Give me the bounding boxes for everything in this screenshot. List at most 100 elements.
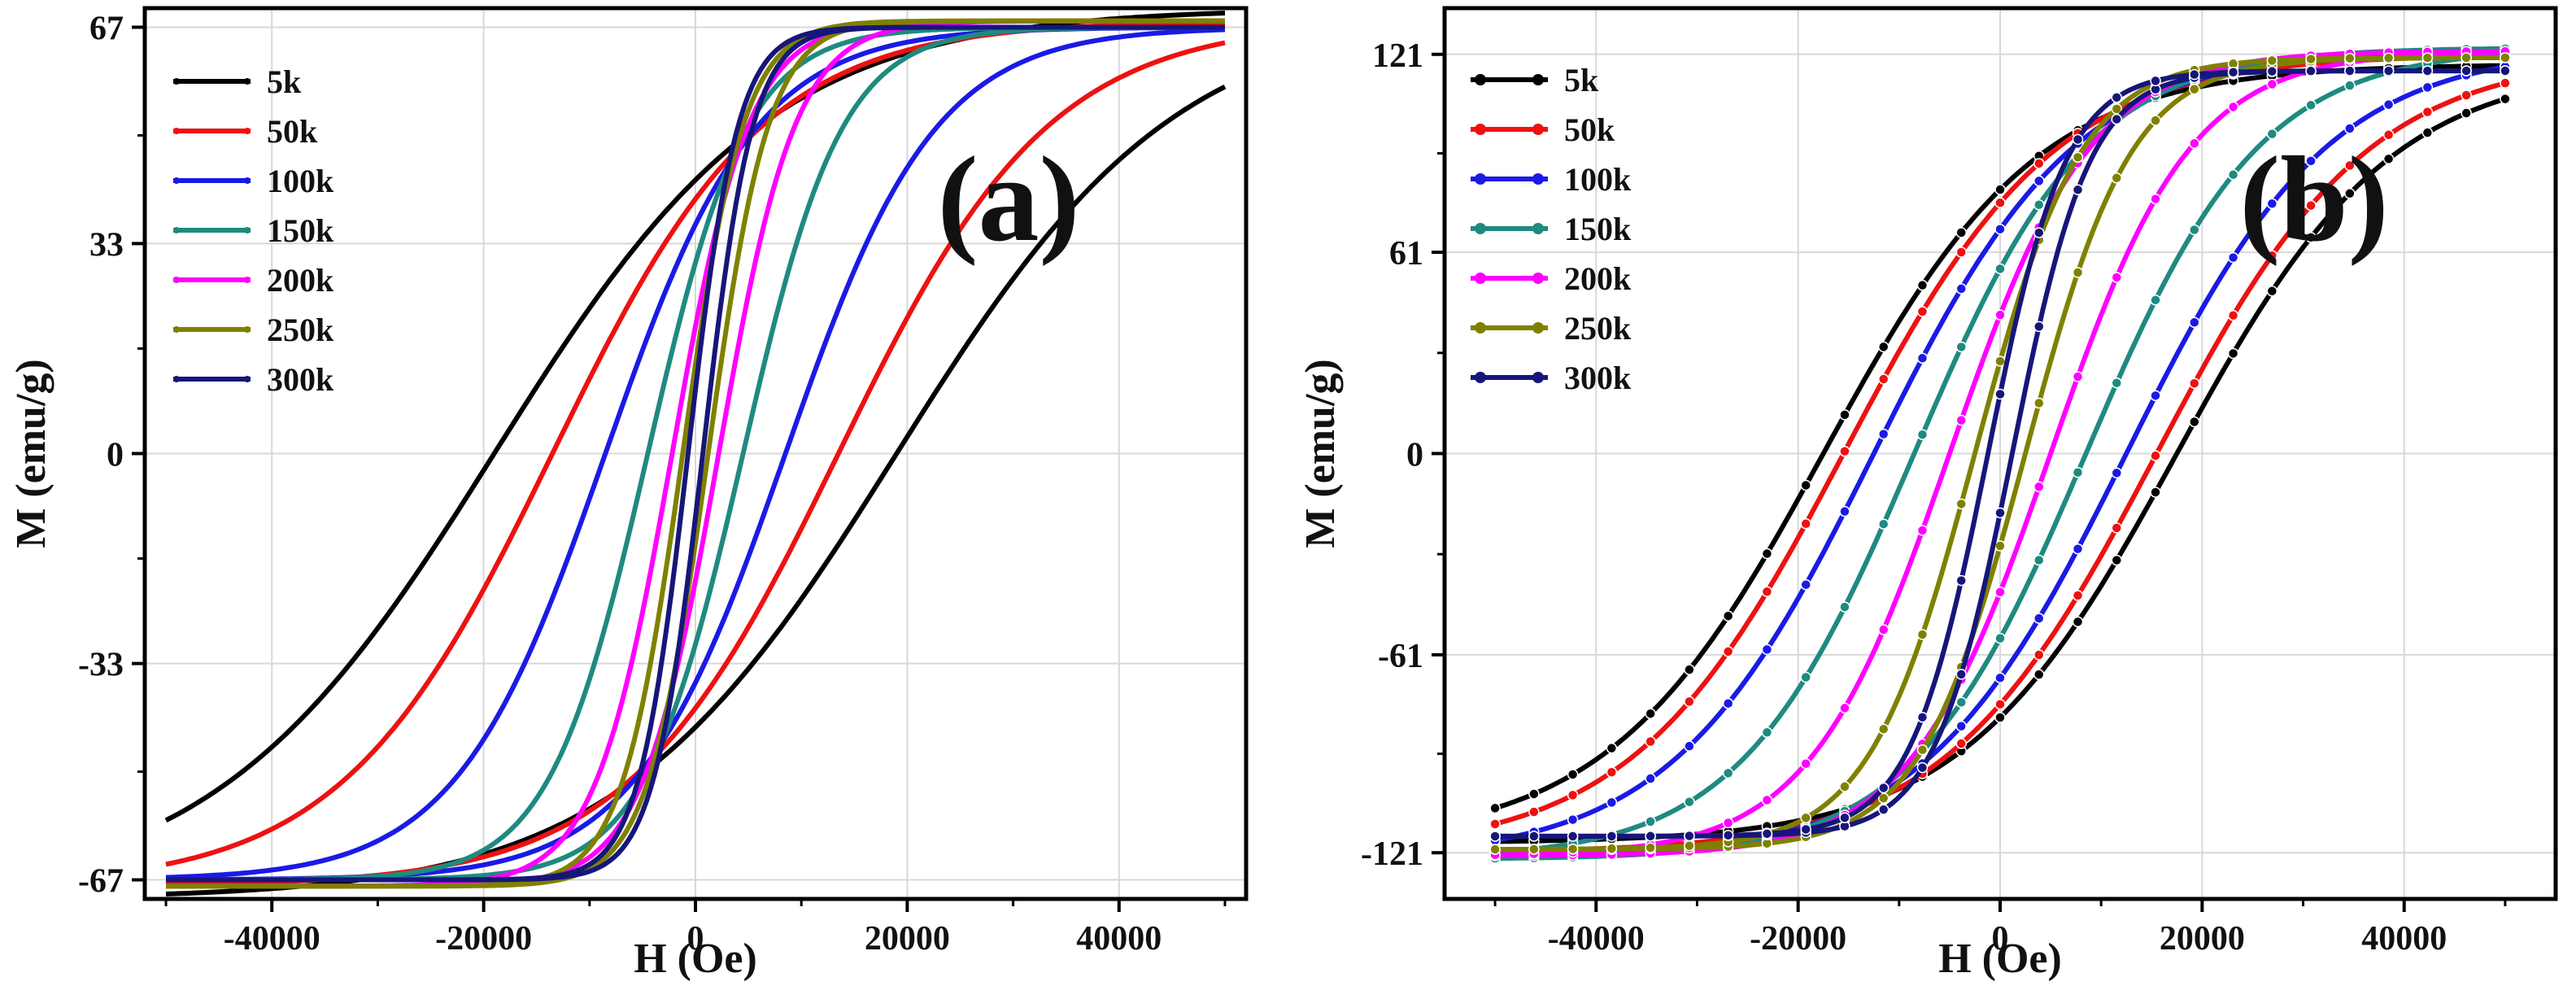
legend-item-250k: 250k <box>1471 310 1632 347</box>
data-point <box>1489 802 1501 814</box>
data-point <box>1877 373 1890 385</box>
legend-label: 150k <box>1564 211 1632 247</box>
data-point <box>2189 68 2200 81</box>
series-300k <box>166 24 1225 883</box>
data-point <box>2266 250 2278 261</box>
data-point <box>1645 735 1656 748</box>
data-point <box>2266 286 2278 297</box>
data-point <box>1528 806 1540 818</box>
data-point <box>1916 306 1929 317</box>
data-point <box>2111 554 2123 566</box>
x-tick-label: -40000 <box>1548 920 1645 958</box>
data-point <box>1761 547 1773 560</box>
legend-marker <box>173 277 180 283</box>
data-point <box>1489 844 1501 855</box>
data-point <box>1955 283 1967 294</box>
legend-marker <box>1475 273 1486 284</box>
data-point <box>2033 175 2045 187</box>
data-point <box>1645 831 1656 842</box>
data-point <box>1994 672 2006 684</box>
data-point <box>1839 446 1850 457</box>
data-point <box>2150 390 2161 402</box>
data-point <box>2072 590 2084 601</box>
data-point <box>1916 279 1929 291</box>
legend-label: 300k <box>267 361 334 398</box>
data-point <box>2033 613 2045 624</box>
y-tick-label: 61 <box>1389 235 1423 273</box>
data-point <box>1994 263 2006 275</box>
legend-label: 200k <box>267 262 334 299</box>
legend-marker <box>1532 173 1544 185</box>
data-point <box>2150 193 2161 205</box>
data-point <box>1994 184 2006 195</box>
data-point <box>1877 341 1890 353</box>
data-point <box>1567 843 1579 855</box>
data-point <box>2421 81 2434 94</box>
data-point <box>2305 53 2317 65</box>
data-point <box>2344 65 2356 76</box>
data-point <box>2305 155 2317 167</box>
legend-marker <box>1475 124 1486 135</box>
data-point <box>2382 65 2395 76</box>
legend-marker <box>173 177 180 184</box>
x-tick-label: -40000 <box>224 920 320 958</box>
data-point <box>2266 65 2278 77</box>
data-point <box>1839 812 1850 823</box>
data-point <box>2033 227 2045 238</box>
data-point <box>1839 601 1850 613</box>
data-point <box>1489 831 1501 842</box>
data-point <box>2305 199 2317 212</box>
data-point <box>1955 227 1967 238</box>
data-point <box>1955 669 1967 680</box>
legend-marker <box>173 78 180 85</box>
legend: 5k 50k 100k 150k 200k 250k 300k <box>1471 62 1632 396</box>
legend-marker <box>244 128 251 134</box>
legend-marker <box>1475 372 1486 383</box>
legend-marker <box>1475 74 1486 85</box>
y-tick-label: 67 <box>89 10 124 47</box>
legend-marker <box>1532 74 1544 85</box>
legend-marker <box>1532 273 1544 284</box>
data-point <box>1684 840 1695 852</box>
x-axis-title: H (Oe) <box>1938 936 2062 982</box>
legend-item-300k: 300k <box>173 361 334 398</box>
legend-marker <box>244 326 251 333</box>
legend-marker <box>1475 173 1486 185</box>
data-point <box>2072 543 2084 555</box>
data-point <box>1722 610 1734 622</box>
legend-item-50k: 50k <box>1471 111 1615 148</box>
y-tick-label: -67 <box>78 863 124 901</box>
legend-label: 150k <box>267 212 334 249</box>
y-axis-title: M (emu/g) <box>1297 359 1344 547</box>
data-point <box>2460 89 2472 101</box>
data-point <box>2421 127 2434 138</box>
series-line-250k-descending <box>166 18 1225 889</box>
data-point <box>2033 158 2045 169</box>
data-point <box>1955 696 1967 709</box>
data-point <box>1606 796 1618 809</box>
data-point <box>1800 671 1811 683</box>
data-point <box>2227 309 2239 321</box>
data-point <box>1800 518 1811 530</box>
data-point <box>1994 309 2006 321</box>
data-point <box>1722 817 1734 829</box>
x-tick-label: 40000 <box>1076 920 1162 958</box>
data-point <box>1567 769 1579 780</box>
legend-label: 5k <box>267 63 302 100</box>
data-point <box>1645 816 1656 827</box>
legend-marker <box>173 227 180 233</box>
legend-item-150k: 150k <box>173 212 334 249</box>
data-point <box>1761 794 1773 806</box>
data-point <box>2189 224 2200 236</box>
data-point <box>2111 113 2123 125</box>
data-point <box>2500 77 2511 89</box>
data-point <box>1489 818 1501 830</box>
legend-label: 200k <box>1564 260 1632 297</box>
data-point <box>1684 830 1695 842</box>
panel-b: -40000 -20000 0 20000 40000 -121 -61 0 61 121 H (O… <box>1297 6 2558 982</box>
data-point <box>1800 578 1811 591</box>
legend-label: 100k <box>1564 161 1632 198</box>
series-250k <box>1489 52 2511 855</box>
data-point <box>1916 744 1929 756</box>
